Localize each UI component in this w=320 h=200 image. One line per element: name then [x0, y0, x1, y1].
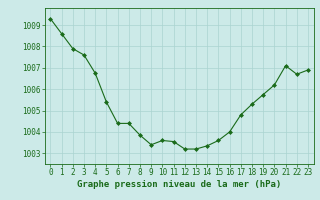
X-axis label: Graphe pression niveau de la mer (hPa): Graphe pression niveau de la mer (hPa) [77, 180, 281, 189]
